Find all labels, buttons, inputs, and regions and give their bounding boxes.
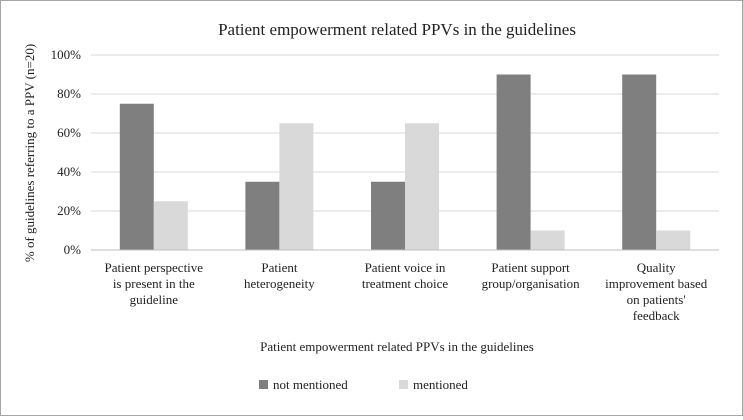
bar-not-mentioned-5 [622,74,657,250]
x-category-label-line: improvement based [605,276,708,291]
bar-mentioned-2 [279,123,314,250]
legend-swatch [399,380,408,389]
bar-mentioned-4 [530,230,565,250]
y-tick-label: 20% [57,203,81,218]
legend-label: not mentioned [273,377,348,392]
x-category-label-line: Patient support [491,260,570,275]
x-category-label: Patient heterogeneity [244,260,315,291]
x-category-label-line: on patients' [627,292,686,307]
x-axis-title: Patient empowerment related PPVs in the … [260,339,534,354]
x-category-label: Quality improvement based on patients' feed… [605,260,708,323]
x-category-label-line: treatment choice [362,276,448,291]
x-category-label-line: is present in the [113,276,195,291]
y-tick-label: 0% [64,242,82,257]
bar-not-mentioned-1 [119,103,154,250]
x-category-label-line: feedback [633,308,680,323]
y-axis-ticks: 0% 20% 40% 60% 80% 100% [51,47,82,257]
x-category-label: Patient voice in treatment choice [362,260,448,291]
x-category-label-line: heterogeneity [244,276,315,291]
y-axis-title: % of guidelines referring to a PPV (n=20… [22,44,37,262]
chart-title: Patient empowerment related PPVs in the … [218,20,576,39]
y-tick-label: 80% [57,86,81,101]
legend-label: mentioned [413,377,468,392]
x-category-label-line: guideline [130,292,179,307]
x-category-label-line: Patient perspective [105,260,204,275]
legend-swatch [259,380,268,389]
legend: not mentioned mentioned [259,377,468,392]
bar-mentioned-3 [405,123,439,250]
bar-mentioned-5 [656,230,691,250]
bar-not-mentioned-3 [371,181,405,250]
y-tick-label: 60% [57,125,81,140]
bar-not-mentioned-2 [245,181,280,250]
x-axis-categories: Patient perspective is present in the guid… [105,260,708,323]
x-category-label-line: Quality [637,260,676,275]
bar-mentioned-1 [153,201,188,250]
y-tick-label: 40% [57,164,81,179]
x-category-label-line: Patient voice in [365,260,446,275]
x-category-label: Patient support group/organisation [482,260,580,291]
x-category-label-line: Patient [261,260,297,275]
bars [119,74,691,250]
y-tick-label: 100% [51,47,82,62]
x-category-label: Patient perspective is present in the guid… [105,260,204,307]
bar-not-mentioned-4 [496,74,531,250]
x-category-label-line: group/organisation [482,276,580,291]
